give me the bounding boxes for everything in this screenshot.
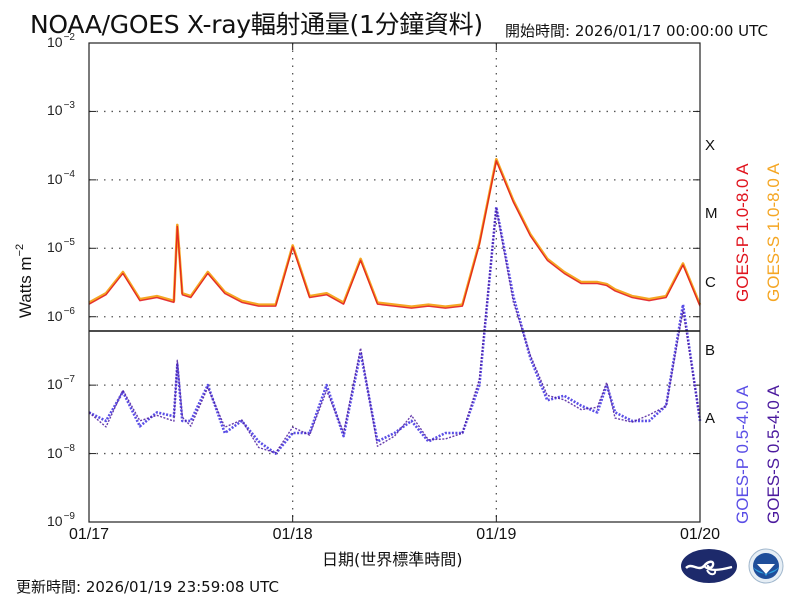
y-tick-label: 10−5 [47, 237, 75, 256]
update-time: 更新時間: 2026/01/19 23:59:08 UTC [16, 578, 279, 596]
legend-goes-s-long: GOES-S 1.0-8.0 A [764, 163, 783, 302]
flare-class-m: M [705, 205, 718, 223]
noaa-logo-icon [748, 548, 784, 584]
x-axis-label: 日期(世界標準時間) [322, 550, 463, 569]
legend-goes-p-long: GOES-P 1.0-8.0 A [733, 163, 752, 302]
x-tick-label: 01/19 [476, 526, 517, 543]
cwa-logo-icon [681, 549, 737, 583]
legend-goes-p-short: GOES-P 0.5-4.0 A [733, 385, 752, 524]
y-tick-label: 10−9 [47, 511, 75, 529]
flare-class-c: C [705, 273, 716, 291]
y-tick-label: 10−8 [47, 442, 75, 461]
y-tick-label: 10−6 [47, 305, 75, 324]
x-tick-label: 01/20 [679, 526, 721, 543]
y-tick-label: 10−2 [47, 32, 75, 50]
legend-goes-s-short: GOES-S 0.5-4.0 A [764, 385, 783, 524]
y-tick-label: 10−3 [47, 100, 75, 119]
start-time: 開始時間: 2026/01/17 00:00:00 UTC [505, 22, 768, 40]
y-tick-label: 10−7 [47, 374, 75, 393]
flare-class-x: X [705, 136, 716, 154]
chart-title: NOAA/GOES X-ray輻射通量(1分鐘資料) [30, 10, 483, 39]
y-tick-label: 10−4 [47, 168, 75, 187]
x-tick-label: 01/17 [68, 526, 110, 543]
flare-class-a: A [705, 410, 716, 428]
flare-class-b: B [705, 341, 716, 359]
x-tick-label: 01/18 [272, 526, 313, 543]
y-axis-label: Watts m−2 [14, 243, 36, 319]
